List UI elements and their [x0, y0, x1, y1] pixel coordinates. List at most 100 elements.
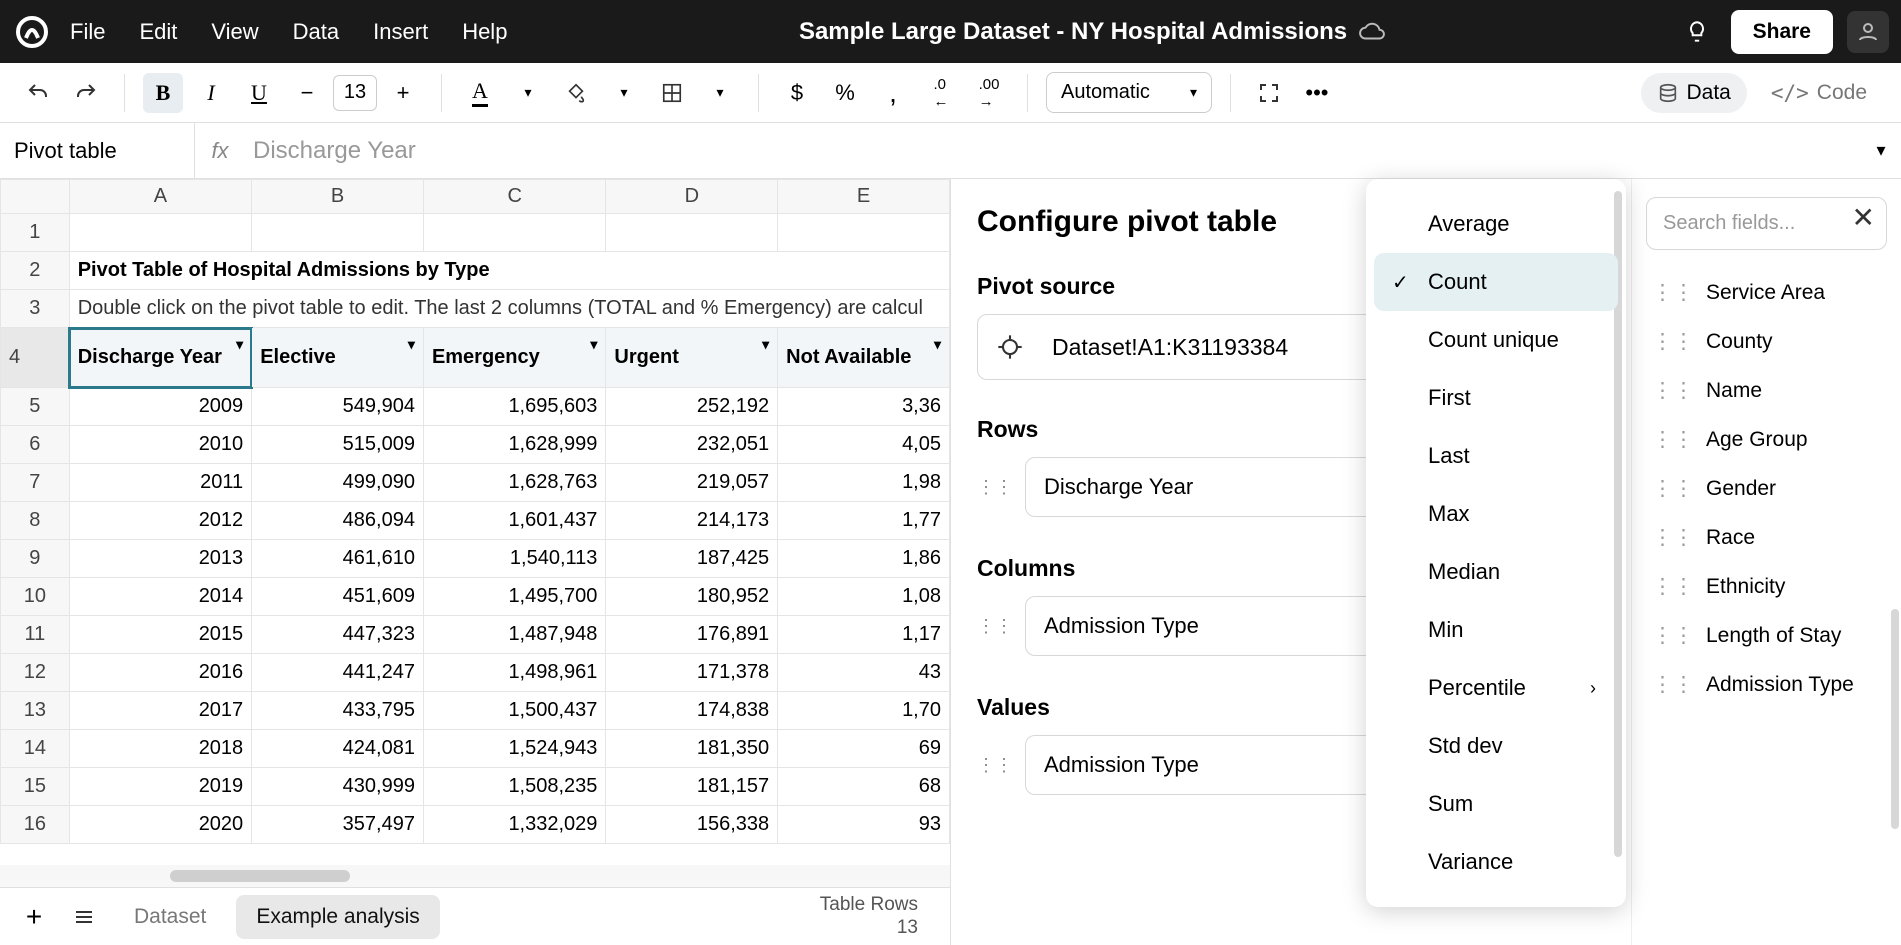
data-cell[interactable]: 1,628,999 — [423, 426, 605, 464]
row-header[interactable]: 12 — [1, 654, 70, 692]
data-cell[interactable]: 2020 — [69, 806, 251, 844]
expand-button[interactable] — [1249, 73, 1289, 113]
row-header[interactable]: 11 — [1, 616, 70, 654]
pivot-title-cell[interactable]: Pivot Table of Hospital Admissions by Ty… — [69, 252, 949, 290]
drag-handle-icon[interactable]: ⋮⋮ — [977, 616, 1013, 637]
fill-color-button[interactable] — [556, 73, 596, 113]
data-cell[interactable]: 176,891 — [606, 616, 778, 654]
data-cell[interactable]: 2018 — [69, 730, 251, 768]
all-sheets-button[interactable] — [64, 897, 104, 937]
more-options-button[interactable]: ••• — [1297, 73, 1337, 113]
pivot-header-cell[interactable]: Discharge Year▾ — [69, 328, 251, 388]
menu-insert[interactable]: Insert — [373, 19, 428, 45]
data-cell[interactable]: 174,838 — [606, 692, 778, 730]
lightbulb-icon[interactable] — [1677, 12, 1717, 52]
col-header-c[interactable]: C — [423, 180, 605, 214]
formula-dropdown-icon[interactable]: ▾ — [1861, 140, 1901, 161]
data-cell[interactable]: 1,508,235 — [423, 768, 605, 806]
row-header[interactable]: 6 — [1, 426, 70, 464]
row-header[interactable]: 10 — [1, 578, 70, 616]
data-cell[interactable]: 549,904 — [252, 388, 424, 426]
pivot-subtitle-cell[interactable]: Double click on the pivot table to edit.… — [69, 290, 949, 328]
menu-view[interactable]: View — [211, 19, 258, 45]
data-cell[interactable]: 181,350 — [606, 730, 778, 768]
row-header[interactable]: 3 — [1, 290, 70, 328]
fill-color-dropdown-icon[interactable]: ▾ — [604, 73, 644, 113]
data-cell[interactable]: 43 — [778, 654, 950, 692]
data-cell[interactable]: 181,157 — [606, 768, 778, 806]
row-header[interactable]: 5 — [1, 388, 70, 426]
aggregate-option[interactable]: Min — [1374, 601, 1618, 659]
data-cell[interactable]: 447,323 — [252, 616, 424, 654]
data-cell[interactable]: 2009 — [69, 388, 251, 426]
borders-dropdown-icon[interactable]: ▾ — [700, 73, 740, 113]
data-cell[interactable]: 93 — [778, 806, 950, 844]
data-cell[interactable]: 1,08 — [778, 578, 950, 616]
borders-button[interactable] — [652, 73, 692, 113]
data-cell[interactable]: 499,090 — [252, 464, 424, 502]
field-item[interactable]: ⋮⋮Length of Stay — [1646, 611, 1887, 660]
pivot-header-cell[interactable]: Emergency▾ — [423, 328, 605, 388]
data-cell[interactable]: 433,795 — [252, 692, 424, 730]
text-color-button[interactable]: A — [460, 73, 500, 113]
menu-file[interactable]: File — [70, 19, 105, 45]
data-cell[interactable]: 187,425 — [606, 540, 778, 578]
menu-help[interactable]: Help — [462, 19, 507, 45]
percent-format-button[interactable]: % — [825, 73, 865, 113]
decrease-decimal-button[interactable]: .0← — [921, 73, 961, 113]
data-cell[interactable]: 232,051 — [606, 426, 778, 464]
data-cell[interactable]: 214,173 — [606, 502, 778, 540]
aggregate-option[interactable]: Count unique — [1374, 311, 1618, 369]
name-box[interactable]: Pivot table — [0, 123, 195, 178]
data-cell[interactable]: 2011 — [69, 464, 251, 502]
fields-scrollbar[interactable] — [1891, 609, 1899, 829]
data-cell[interactable]: 2013 — [69, 540, 251, 578]
drag-handle-icon[interactable]: ⋮⋮ — [977, 477, 1013, 498]
aggregate-option[interactable]: Variance — [1374, 833, 1618, 891]
data-cell[interactable]: 1,17 — [778, 616, 950, 654]
pivot-header-cell[interactable]: Not Available▾ — [778, 328, 950, 388]
number-format-select[interactable]: Automatic ▾ — [1046, 72, 1212, 113]
document-title[interactable]: Sample Large Dataset - NY Hospital Admis… — [507, 18, 1676, 46]
data-cell[interactable]: 1,77 — [778, 502, 950, 540]
chevron-down-icon[interactable]: ▾ — [762, 336, 769, 353]
field-item[interactable]: ⋮⋮Name — [1646, 366, 1887, 415]
share-button[interactable]: Share — [1731, 10, 1833, 54]
data-cell[interactable]: 1,487,948 — [423, 616, 605, 654]
underline-button[interactable]: U — [239, 73, 279, 113]
data-cell[interactable]: 1,495,700 — [423, 578, 605, 616]
data-cell[interactable]: 1,695,603 — [423, 388, 605, 426]
data-cell[interactable]: 156,338 — [606, 806, 778, 844]
field-item[interactable]: ⋮⋮Service Area — [1646, 268, 1887, 317]
currency-format-button[interactable]: $ — [777, 73, 817, 113]
data-cell[interactable]: 3,36 — [778, 388, 950, 426]
tab-dataset[interactable]: Dataset — [114, 895, 226, 939]
app-logo-icon[interactable] — [12, 12, 52, 52]
field-item[interactable]: ⋮⋮Admission Type — [1646, 660, 1887, 709]
data-cell[interactable]: 2012 — [69, 502, 251, 540]
data-cell[interactable]: 2015 — [69, 616, 251, 654]
aggregate-option[interactable]: Sum — [1374, 775, 1618, 833]
data-cell[interactable]: 68 — [778, 768, 950, 806]
code-view-toggle[interactable]: </> Code — [1755, 73, 1883, 113]
data-cell[interactable]: 2010 — [69, 426, 251, 464]
undo-button[interactable] — [18, 73, 58, 113]
redo-button[interactable] — [66, 73, 106, 113]
data-cell[interactable]: 1,540,113 — [423, 540, 605, 578]
data-cell[interactable]: 1,70 — [778, 692, 950, 730]
font-size-decrease[interactable]: − — [287, 73, 327, 113]
close-panel-button[interactable]: ✕ — [1852, 201, 1875, 234]
aggregate-option[interactable]: Last — [1374, 427, 1618, 485]
fx-icon[interactable]: fx — [195, 138, 245, 164]
font-size-input[interactable] — [333, 75, 377, 111]
field-item[interactable]: ⋮⋮Ethnicity — [1646, 562, 1887, 611]
data-cell[interactable]: 4,05 — [778, 426, 950, 464]
col-header-a[interactable]: A — [69, 180, 251, 214]
data-cell[interactable]: 515,009 — [252, 426, 424, 464]
data-cell[interactable]: 1,601,437 — [423, 502, 605, 540]
comma-format-button[interactable]: , — [873, 73, 913, 113]
data-cell[interactable]: 252,192 — [606, 388, 778, 426]
data-cell[interactable]: 219,057 — [606, 464, 778, 502]
data-cell[interactable]: 1,498,961 — [423, 654, 605, 692]
formula-input[interactable]: Discharge Year — [245, 137, 1861, 165]
